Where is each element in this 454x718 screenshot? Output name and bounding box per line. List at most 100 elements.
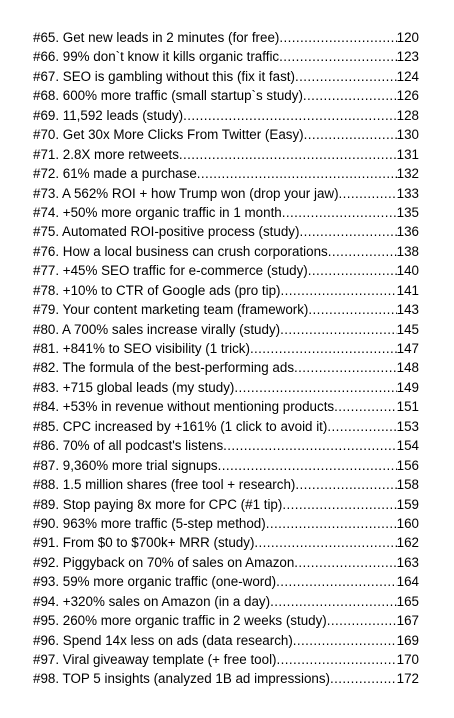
toc-entry-page-number: 163 — [396, 554, 419, 570]
toc-entry[interactable]: #70. Get 30x More Clicks From Twitter (E… — [33, 125, 419, 144]
toc-entry-page-number: 135 — [396, 204, 419, 220]
dot-leader — [308, 261, 397, 280]
toc-entry-title: #82. The formula of the best-performing … — [33, 360, 295, 376]
toc-entry-title: #78. +10% to CTR of Google ads (pro tip) — [33, 282, 281, 298]
toc-entry-page-number: 132 — [396, 166, 419, 182]
toc-entry[interactable]: #73. A 562% ROI + how Trump won (drop yo… — [33, 184, 419, 203]
toc-entry[interactable]: #72. 61% made a purchase 132 — [33, 164, 419, 183]
toc-entry[interactable]: #85. CPC increased by +161% (1 click to … — [33, 417, 419, 436]
dot-leader — [299, 222, 396, 241]
dot-leader — [303, 86, 397, 105]
dot-leader — [234, 378, 396, 397]
toc-entry-page-number: 159 — [396, 496, 419, 512]
toc-entry[interactable]: #87. 9,360% more trial signups 156 — [33, 456, 419, 475]
toc-entry-title: #96. Spend 14x less on ads (data researc… — [33, 632, 293, 648]
toc-entry-page-number: 151 — [396, 399, 419, 415]
toc-entry[interactable]: #81. +841% to SEO visibility (1 trick) 14… — [33, 339, 419, 358]
toc-entry-title: #74. +50% more organic traffic in 1 mont… — [33, 204, 282, 220]
toc-entry-page-number: 149 — [396, 379, 419, 395]
toc-entry[interactable]: #69. 11,592 leads (study) 128 — [33, 106, 419, 125]
toc-entry-page-number: 141 — [396, 282, 419, 298]
toc-entry-title: #76. How a local business can crush corp… — [33, 243, 328, 259]
toc-entry-title: #77. +45% SEO traffic for e-commerce (st… — [33, 263, 308, 279]
toc-entry-title: #98. TOP 5 insights (analyzed 1B ad impr… — [33, 671, 330, 687]
dot-leader — [328, 242, 397, 261]
toc-entry-page-number: 133 — [396, 185, 419, 201]
dot-leader — [280, 320, 397, 339]
toc-entry-page-number: 143 — [396, 302, 419, 318]
dot-leader — [293, 631, 397, 650]
toc-entry[interactable]: #92. Piggyback on 70% of sales on Amazon… — [33, 553, 419, 572]
toc-entry[interactable]: #84. +53% in revenue without mentioning … — [33, 397, 419, 416]
toc-entry[interactable]: #77. +45% SEO traffic for e-commerce (st… — [33, 261, 419, 280]
toc-entry[interactable]: #79. Your content marketing team (framew… — [33, 300, 419, 319]
toc-entry-title: #89. Stop paying 8x more for CPC (#1 tip… — [33, 496, 283, 512]
toc-entry-title: #86. 70% of all podcast's listens — [33, 438, 224, 454]
toc-entry-page-number: 169 — [396, 632, 419, 648]
toc-entry-page-number: 124 — [396, 68, 419, 84]
dot-leader — [339, 184, 397, 203]
toc-entry[interactable]: #95. 260% more organic traffic in 2 week… — [33, 611, 419, 630]
toc-entry-title: #70. Get 30x More Clicks From Twitter (E… — [33, 127, 304, 143]
toc-entry-page-number: 126 — [396, 88, 419, 104]
toc-entry[interactable]: #82. The formula of the best-performing … — [33, 358, 419, 377]
toc-entry[interactable]: #65. Get new leads in 2 minutes (for fre… — [33, 28, 419, 47]
toc-entry-title: #85. CPC increased by +161% (1 click to … — [33, 418, 328, 434]
toc-entry-page-number: 138 — [396, 243, 419, 259]
toc-entry-page-number: 147 — [396, 341, 419, 356]
toc-entry[interactable]: #74. +50% more organic traffic in 1 mont… — [33, 203, 419, 222]
toc-entry[interactable]: #96. Spend 14x less on ads (data researc… — [33, 631, 419, 650]
toc-entry-page-number: 120 — [396, 30, 419, 45]
dot-leader — [197, 164, 397, 183]
table-of-contents: #65. Get new leads in 2 minutes (for fre… — [33, 28, 419, 689]
toc-entry-page-number: 165 — [396, 593, 419, 609]
toc-entry-title: #83. +715 global leads (my study) — [33, 379, 235, 395]
toc-entry-title: #69. 11,592 leads (study) — [33, 107, 184, 123]
toc-entry-title: #72. 61% made a purchase — [33, 166, 197, 182]
toc-entry[interactable]: #93. 59% more organic traffic (one-word)… — [33, 572, 419, 591]
toc-entry[interactable]: #78. +10% to CTR of Google ads (pro tip)… — [33, 281, 419, 300]
dot-leader — [282, 495, 396, 514]
toc-entry-title: #71. 2.8X more retweets — [33, 146, 179, 162]
toc-entry[interactable]: #68. 600% more traffic (small startup`s … — [33, 86, 419, 105]
toc-entry[interactable]: #83. +715 global leads (my study) 149 — [33, 378, 419, 397]
toc-entry-page-number: 167 — [396, 613, 419, 629]
toc-entry[interactable]: #98. TOP 5 insights (analyzed 1B ad impr… — [33, 669, 419, 688]
toc-entry[interactable]: #71. 2.8X more retweets 131 — [33, 145, 419, 164]
toc-entry-title: #84. +53% in revenue without mentioning … — [33, 399, 335, 415]
dot-leader — [250, 339, 397, 358]
toc-entry-title: #67. SEO is gambling without this (fix i… — [33, 68, 295, 84]
dot-leader — [294, 553, 396, 572]
dot-leader — [294, 358, 397, 377]
dot-leader — [295, 475, 396, 494]
toc-entry[interactable]: #90. 963% more traffic (5-step method) 16… — [33, 514, 419, 533]
toc-entry[interactable]: #89. Stop paying 8x more for CPC (#1 tip… — [33, 495, 419, 514]
toc-entry-title: #75. Automated ROI-positive process (stu… — [33, 224, 300, 240]
toc-entry-title: #88. 1.5 million shares (free tool + res… — [33, 477, 296, 493]
toc-entry[interactable]: #97. Viral giveaway template (+ free too… — [33, 650, 419, 669]
toc-entry[interactable]: #75. Automated ROI-positive process (stu… — [33, 222, 419, 241]
toc-entry-page-number: 154 — [396, 438, 419, 454]
toc-entry[interactable]: #94. +320% sales on Amazon (in a day) 165 — [33, 592, 419, 611]
toc-entry-page-number: 153 — [396, 418, 419, 434]
dot-leader — [279, 47, 397, 66]
toc-entry-title: #65. Get new leads in 2 minutes (for fre… — [33, 30, 280, 45]
toc-entry-title: #91. From $0 to $700k+ MRR (study) — [33, 535, 255, 551]
toc-entry-page-number: 162 — [396, 535, 419, 551]
toc-entry-title: #90. 963% more traffic (5-step method) — [33, 515, 266, 531]
toc-entry[interactable]: #88. 1.5 million shares (free tool + res… — [33, 475, 419, 494]
toc-entry[interactable]: #76. How a local business can crush corp… — [33, 242, 419, 261]
dot-leader — [327, 611, 397, 630]
toc-entry[interactable]: #91. From $0 to $700k+ MRR (study) 162 — [33, 533, 419, 552]
dot-leader — [308, 300, 396, 319]
toc-entry[interactable]: #86. 70% of all podcast's listens 154 — [33, 436, 419, 455]
toc-entry[interactable]: #66. 99% don`t know it kills organic tra… — [33, 47, 419, 66]
toc-entry-page-number: 158 — [396, 477, 419, 493]
dot-leader — [277, 650, 397, 669]
toc-entry-title: #68. 600% more traffic (small startup`s … — [33, 88, 303, 104]
toc-entry[interactable]: #67. SEO is gambling without this (fix i… — [33, 67, 419, 86]
dot-leader — [223, 436, 397, 455]
toc-entry-title: #97. Viral giveaway template (+ free too… — [33, 652, 277, 667]
toc-entry[interactable]: #80. A 700% sales increase virally (stud… — [33, 320, 419, 339]
toc-entry-page-number: 145 — [396, 321, 419, 337]
